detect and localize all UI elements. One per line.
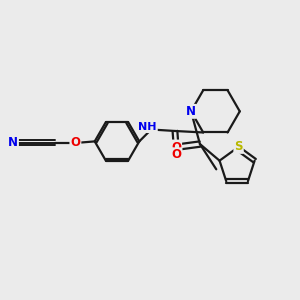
Text: O: O bbox=[172, 148, 182, 161]
Text: N: N bbox=[8, 136, 18, 149]
Text: NH: NH bbox=[138, 122, 157, 132]
Text: N: N bbox=[186, 105, 196, 118]
Text: O: O bbox=[171, 140, 181, 154]
Text: O: O bbox=[70, 136, 80, 149]
Text: S: S bbox=[234, 140, 243, 153]
